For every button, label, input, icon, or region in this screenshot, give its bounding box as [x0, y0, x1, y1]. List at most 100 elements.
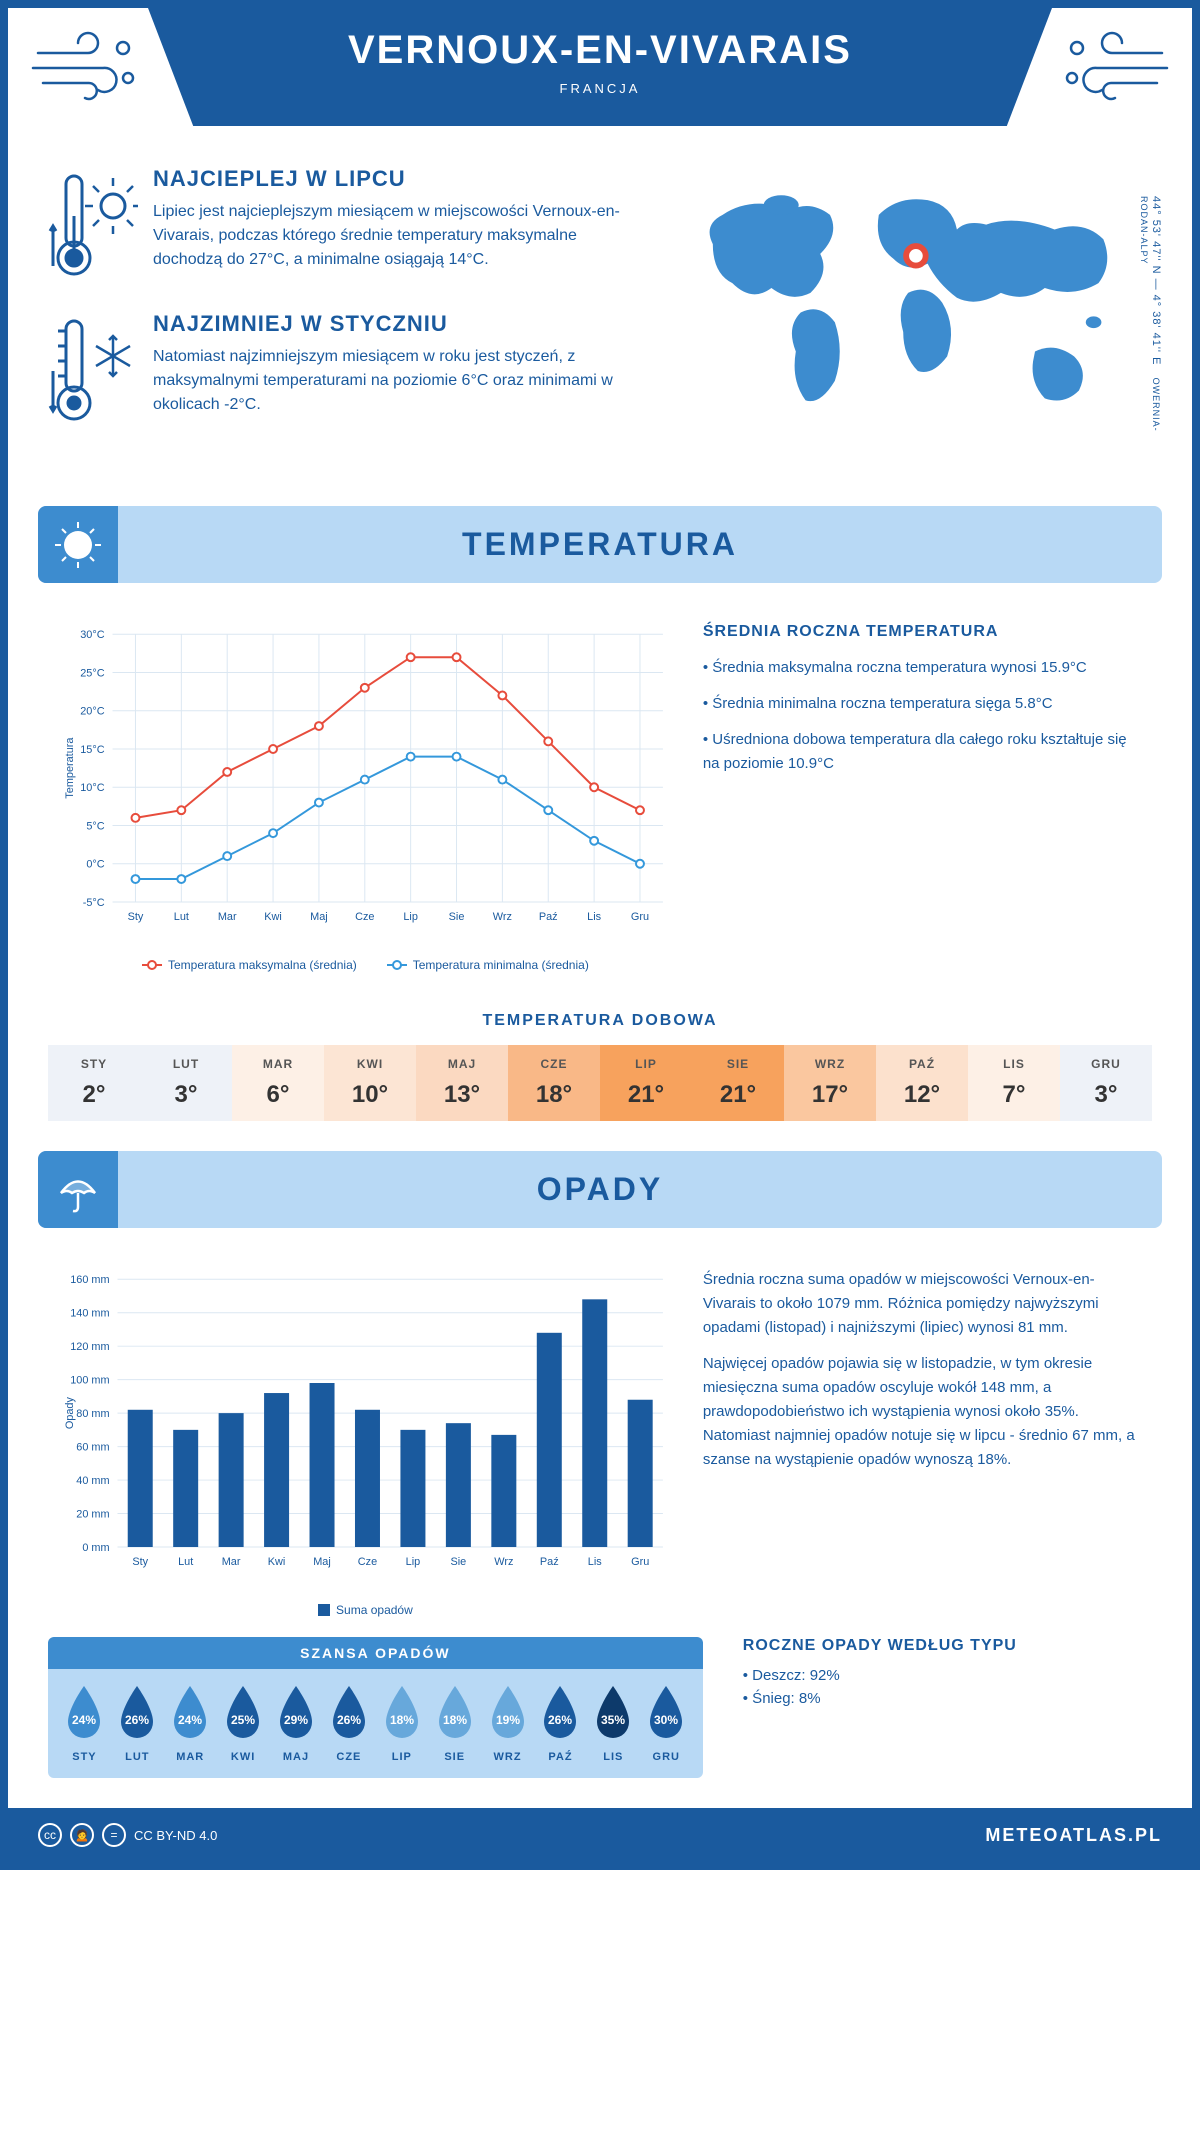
svg-text:Maj: Maj — [310, 911, 328, 923]
svg-text:Sie: Sie — [449, 911, 465, 923]
svg-text:120 mm: 120 mm — [70, 1341, 109, 1353]
temp-legend: .legend-mark[style*='e74c3c']::after{bor… — [58, 958, 673, 972]
daily-cell: MAJ13° — [416, 1045, 508, 1121]
chance-drop: 18%SIE — [428, 1684, 481, 1763]
svg-text:140 mm: 140 mm — [70, 1308, 109, 1320]
chance-drop: 25%KWI — [217, 1684, 270, 1763]
by-icon: 🙍 — [70, 1823, 94, 1847]
svg-text:40 mm: 40 mm — [76, 1475, 109, 1487]
chance-drop: 24%STY — [58, 1684, 111, 1763]
svg-text:26%: 26% — [548, 1713, 572, 1727]
daily-temp-title: TEMPERATURA DOBOWA — [8, 1012, 1192, 1030]
svg-text:Gru: Gru — [631, 1556, 649, 1568]
svg-text:25°C: 25°C — [80, 667, 104, 679]
chance-drop: 19%WRZ — [481, 1684, 534, 1763]
daily-cell: CZE18° — [508, 1045, 600, 1121]
wind-icon — [1052, 28, 1172, 108]
daily-cell: MAR6° — [232, 1045, 324, 1121]
svg-text:Cze: Cze — [355, 911, 374, 923]
svg-text:20 mm: 20 mm — [76, 1508, 109, 1520]
svg-text:Temperatura: Temperatura — [64, 737, 76, 799]
precip-chance-block: SZANSA OPADÓW 24%STY26%LUT24%MAR25%KWI29… — [48, 1637, 703, 1778]
coldest-title: NAJZIMNIEJ W STYCZNIU — [153, 311, 634, 337]
svg-text:19%: 19% — [496, 1713, 520, 1727]
svg-text:-5°C: -5°C — [83, 897, 105, 909]
svg-text:35%: 35% — [601, 1713, 625, 1727]
chance-drop: 30%GRU — [640, 1684, 693, 1763]
svg-text:0 mm: 0 mm — [82, 1542, 109, 1554]
temperature-line-chart: -5°C0°C5°C10°C15°C20°C25°C30°CStyLutMarK… — [58, 623, 673, 943]
svg-text:Lis: Lis — [588, 1556, 602, 1568]
daily-cell: LIP21° — [600, 1045, 692, 1121]
svg-text:30°C: 30°C — [80, 629, 104, 641]
wind-icon — [28, 28, 148, 108]
coldest-text: Natomiast najzimniejszym miesiącem w rok… — [153, 345, 634, 417]
thermometer-sun-icon — [48, 166, 138, 286]
svg-text:24%: 24% — [178, 1713, 202, 1727]
daily-cell: SIE21° — [692, 1045, 784, 1121]
nd-icon: = — [102, 1823, 126, 1847]
warmest-block: NAJCIEPLEJ W LIPCU Lipiec jest najcieple… — [48, 166, 634, 286]
daily-cell: GRU3° — [1060, 1045, 1152, 1121]
svg-text:Mar: Mar — [222, 1556, 241, 1568]
svg-text:24%: 24% — [72, 1713, 96, 1727]
temperature-section-head: TEMPERATURA — [38, 506, 1162, 583]
svg-text:Sty: Sty — [132, 1556, 148, 1568]
precip-section-head: OPADY — [38, 1151, 1162, 1228]
chance-drop: 18%LIP — [375, 1684, 428, 1763]
warmest-title: NAJCIEPLEJ W LIPCU — [153, 166, 634, 192]
svg-text:Kwi: Kwi — [268, 1556, 286, 1568]
warmest-text: Lipiec jest najcieplejszym miesiącem w m… — [153, 200, 634, 272]
daily-cell: WRZ17° — [784, 1045, 876, 1121]
chance-drop: 26%LUT — [111, 1684, 164, 1763]
precip-type-info: ROCZNE OPADY WEDŁUG TYPU • Deszcz: 92% •… — [743, 1637, 1152, 1707]
svg-text:25%: 25% — [231, 1713, 255, 1727]
svg-text:Lip: Lip — [403, 911, 418, 923]
temperature-info: ŚREDNIA ROCZNA TEMPERATURA • Średnia mak… — [703, 623, 1142, 788]
svg-text:Wrz: Wrz — [493, 911, 512, 923]
svg-text:18%: 18% — [390, 1713, 414, 1727]
svg-text:Mar: Mar — [218, 911, 237, 923]
world-map — [664, 166, 1152, 439]
daily-cell: STY2° — [48, 1045, 140, 1121]
svg-text:Wrz: Wrz — [494, 1556, 513, 1568]
svg-text:Sie: Sie — [451, 1556, 467, 1568]
chance-drop: 29%MAJ — [270, 1684, 323, 1763]
svg-text:Paź: Paź — [540, 1556, 559, 1568]
svg-text:10°C: 10°C — [80, 782, 104, 794]
coldest-block: NAJZIMNIEJ W STYCZNIU Natomiast najzimni… — [48, 311, 634, 431]
cc-icon: cc — [38, 1823, 62, 1847]
chance-drop: 26%PAŹ — [534, 1684, 587, 1763]
daily-cell: LUT3° — [140, 1045, 232, 1121]
precip-info: Średnia roczna suma opadów w miejscowośc… — [703, 1268, 1142, 1484]
svg-text:Sty: Sty — [128, 911, 144, 923]
svg-text:Kwi: Kwi — [264, 911, 282, 923]
svg-text:100 mm: 100 mm — [70, 1375, 109, 1387]
svg-text:Opady: Opady — [64, 1397, 76, 1430]
daily-cell: LIS7° — [968, 1045, 1060, 1121]
license-text: CC BY-ND 4.0 — [134, 1828, 217, 1843]
svg-text:Lis: Lis — [587, 911, 601, 923]
svg-text:80 mm: 80 mm — [76, 1408, 109, 1420]
svg-text:Paź: Paź — [539, 911, 558, 923]
sun-icon — [53, 520, 103, 570]
svg-text:Lut: Lut — [178, 1556, 193, 1568]
chance-drop: 35%LIS — [587, 1684, 640, 1763]
svg-text:Cze: Cze — [358, 1556, 377, 1568]
city-title: VERNOUX-EN-VIVARAIS — [148, 28, 1052, 73]
svg-text:26%: 26% — [337, 1713, 361, 1727]
page-footer: cc 🙍 = CC BY-ND 4.0 METEOATLAS.PL — [8, 1808, 1192, 1862]
svg-text:26%: 26% — [125, 1713, 149, 1727]
svg-text:Lut: Lut — [174, 911, 189, 923]
daily-cell: PAŹ12° — [876, 1045, 968, 1121]
chance-drop: 24%MAR — [164, 1684, 217, 1763]
svg-text:30%: 30% — [654, 1713, 678, 1727]
site-name: METEOATLAS.PL — [985, 1825, 1162, 1846]
svg-text:0°C: 0°C — [86, 859, 104, 871]
svg-text:Lip: Lip — [406, 1556, 421, 1568]
daily-cell: KWI10° — [324, 1045, 416, 1121]
daily-temp-row: STY2°LUT3°MAR6°KWI10°MAJ13°CZE18°LIP21°S… — [48, 1045, 1152, 1121]
precip-bar-chart: 0 mm20 mm40 mm60 mm80 mm100 mm120 mm140 … — [58, 1268, 673, 1588]
svg-text:29%: 29% — [284, 1713, 308, 1727]
svg-text:20°C: 20°C — [80, 706, 104, 718]
